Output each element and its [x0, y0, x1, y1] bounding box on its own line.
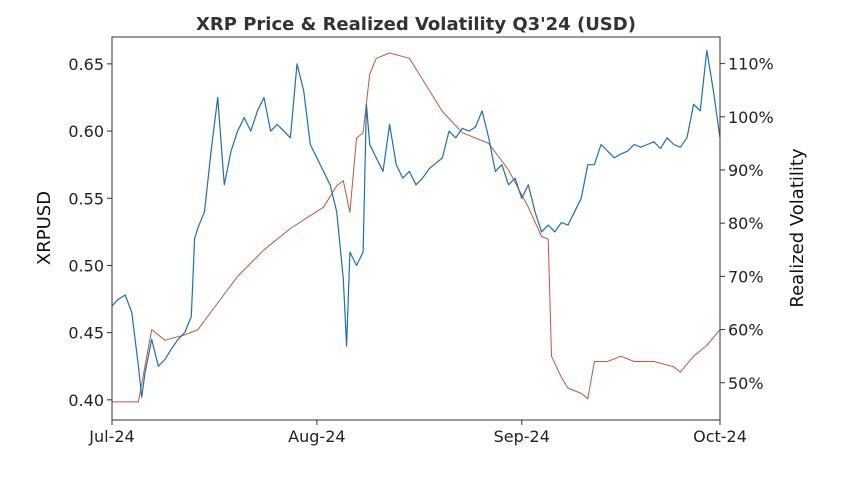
y-right-tick-label: 60%: [728, 321, 764, 340]
y-tick-label: 0.40: [68, 391, 104, 410]
x-tick-label: Aug-24: [288, 427, 345, 446]
y-tick-label: 0.50: [68, 256, 104, 275]
y-tick-label: 0.55: [68, 189, 104, 208]
x-tick-label: Oct-24: [693, 427, 747, 446]
y-right-tick-label: 80%: [728, 214, 764, 233]
x-tick-label: Sep-24: [494, 427, 550, 446]
right-axis-ticks: 50% 60% 70% 80% 90% 100% 110%: [720, 55, 774, 393]
y-right-tick-label: 70%: [728, 267, 764, 286]
x-tick-label: Jul-24: [88, 427, 134, 446]
y-tick-label: 0.60: [68, 122, 104, 141]
plot-lines: [111, 49, 721, 403]
chart-title: XRP Price & Realized Volatility Q3'24 (U…: [196, 14, 636, 35]
x-axis-ticks: Jul-24 Aug-24 Sep-24 Oct-24: [88, 420, 747, 446]
y-right-tick-label: 100%: [728, 108, 774, 127]
y-axis-label: XRPUSD: [34, 191, 55, 265]
price-series-line: [111, 49, 721, 398]
y-tick-label: 0.45: [68, 324, 104, 343]
y-right-tick-label: 110%: [728, 55, 774, 74]
left-axis-ticks: 0.40 0.45 0.50 0.55 0.60 0.65: [68, 55, 112, 410]
volatility-series-line: [112, 52, 721, 403]
y-right-tick-label: 90%: [728, 161, 764, 180]
y-tick-label: 0.65: [68, 55, 104, 74]
y-axis-right-label: Realized Volatility: [787, 148, 808, 308]
y-right-tick-label: 50%: [728, 374, 764, 393]
plot-frame: [111, 36, 721, 421]
